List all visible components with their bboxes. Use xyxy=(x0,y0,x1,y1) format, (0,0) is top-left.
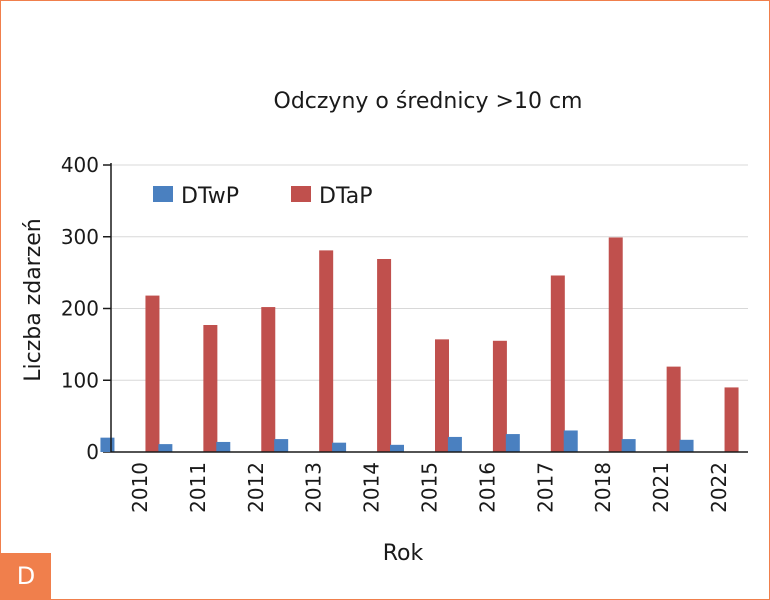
legend: DTwP DTaP xyxy=(153,184,373,209)
bar-dtwp-2021 xyxy=(621,439,636,452)
x-tick-labels: 2010 2011 2012 2013 2014 2015 2016 2017 2018 2021… xyxy=(128,462,731,513)
y-tick-label: 400 xyxy=(61,153,99,177)
bar-dtap-2012 xyxy=(261,307,276,452)
bar-dtap-2016 xyxy=(492,340,507,452)
x-tick-label: 2017 xyxy=(533,462,557,513)
panel-letter: D xyxy=(16,562,36,590)
bar-dtap-2017 xyxy=(550,275,565,452)
x-tick-label: 2022 xyxy=(707,462,731,513)
x-tick-label: 2013 xyxy=(302,462,326,513)
bar-dtwp-2018 xyxy=(563,430,578,452)
bar-dtap-2018 xyxy=(608,237,623,452)
bar-dtap-2013 xyxy=(319,250,334,452)
axes xyxy=(110,163,748,453)
bar-dtwp-2011 xyxy=(158,444,173,452)
x-tick-label: 2012 xyxy=(244,462,268,513)
legend-label-dtwp: DTwP xyxy=(181,184,239,209)
bars xyxy=(100,237,739,452)
bar-dtap-2010 xyxy=(145,295,160,452)
bar-dtap-2021 xyxy=(666,366,681,452)
bar-dtwp-2017 xyxy=(505,434,520,452)
x-tick-label: 2018 xyxy=(591,462,615,513)
x-tick-label: 2021 xyxy=(649,462,673,513)
bar-dtap-2011 xyxy=(203,325,218,452)
y-tick-label: 300 xyxy=(61,225,99,249)
bar-dtwp-2010 xyxy=(100,437,115,452)
y-axis-label: Liczba zdarzeń xyxy=(21,218,46,382)
legend-swatch-dtwp xyxy=(153,186,173,202)
bar-dtwp-2014 xyxy=(332,442,347,452)
x-tick-label: 2015 xyxy=(418,462,442,513)
x-tick-label: 2016 xyxy=(475,462,499,513)
y-tick-label: 0 xyxy=(86,440,99,464)
x-tick-label: 2011 xyxy=(186,462,210,513)
y-tick-label: 200 xyxy=(61,297,99,321)
bar-dtap-2022 xyxy=(724,387,739,452)
bar-dtwp-2013 xyxy=(274,439,289,452)
bar-dtap-2015 xyxy=(435,339,449,452)
legend-swatch-dtap xyxy=(291,186,311,202)
y-tick-label: 100 xyxy=(61,368,99,392)
x-axis-label: Rok xyxy=(383,541,424,566)
bar-dtwp-2016 xyxy=(447,436,462,452)
bar-dtap-2014 xyxy=(377,258,392,452)
x-tick-label: 2014 xyxy=(360,462,384,513)
y-tick-labels: 0 100 200 300 400 xyxy=(61,153,99,464)
bar-dtwp-2012 xyxy=(216,441,231,452)
bar-dtwp-2015 xyxy=(390,444,404,452)
legend-label-dtap: DTaP xyxy=(319,184,373,209)
chart-title: Odczyny o średnicy >10 cm xyxy=(274,89,583,114)
panel-badge: D xyxy=(1,553,51,599)
x-tick-label: 2010 xyxy=(128,462,152,513)
bar-dtwp-2022 xyxy=(679,439,694,452)
